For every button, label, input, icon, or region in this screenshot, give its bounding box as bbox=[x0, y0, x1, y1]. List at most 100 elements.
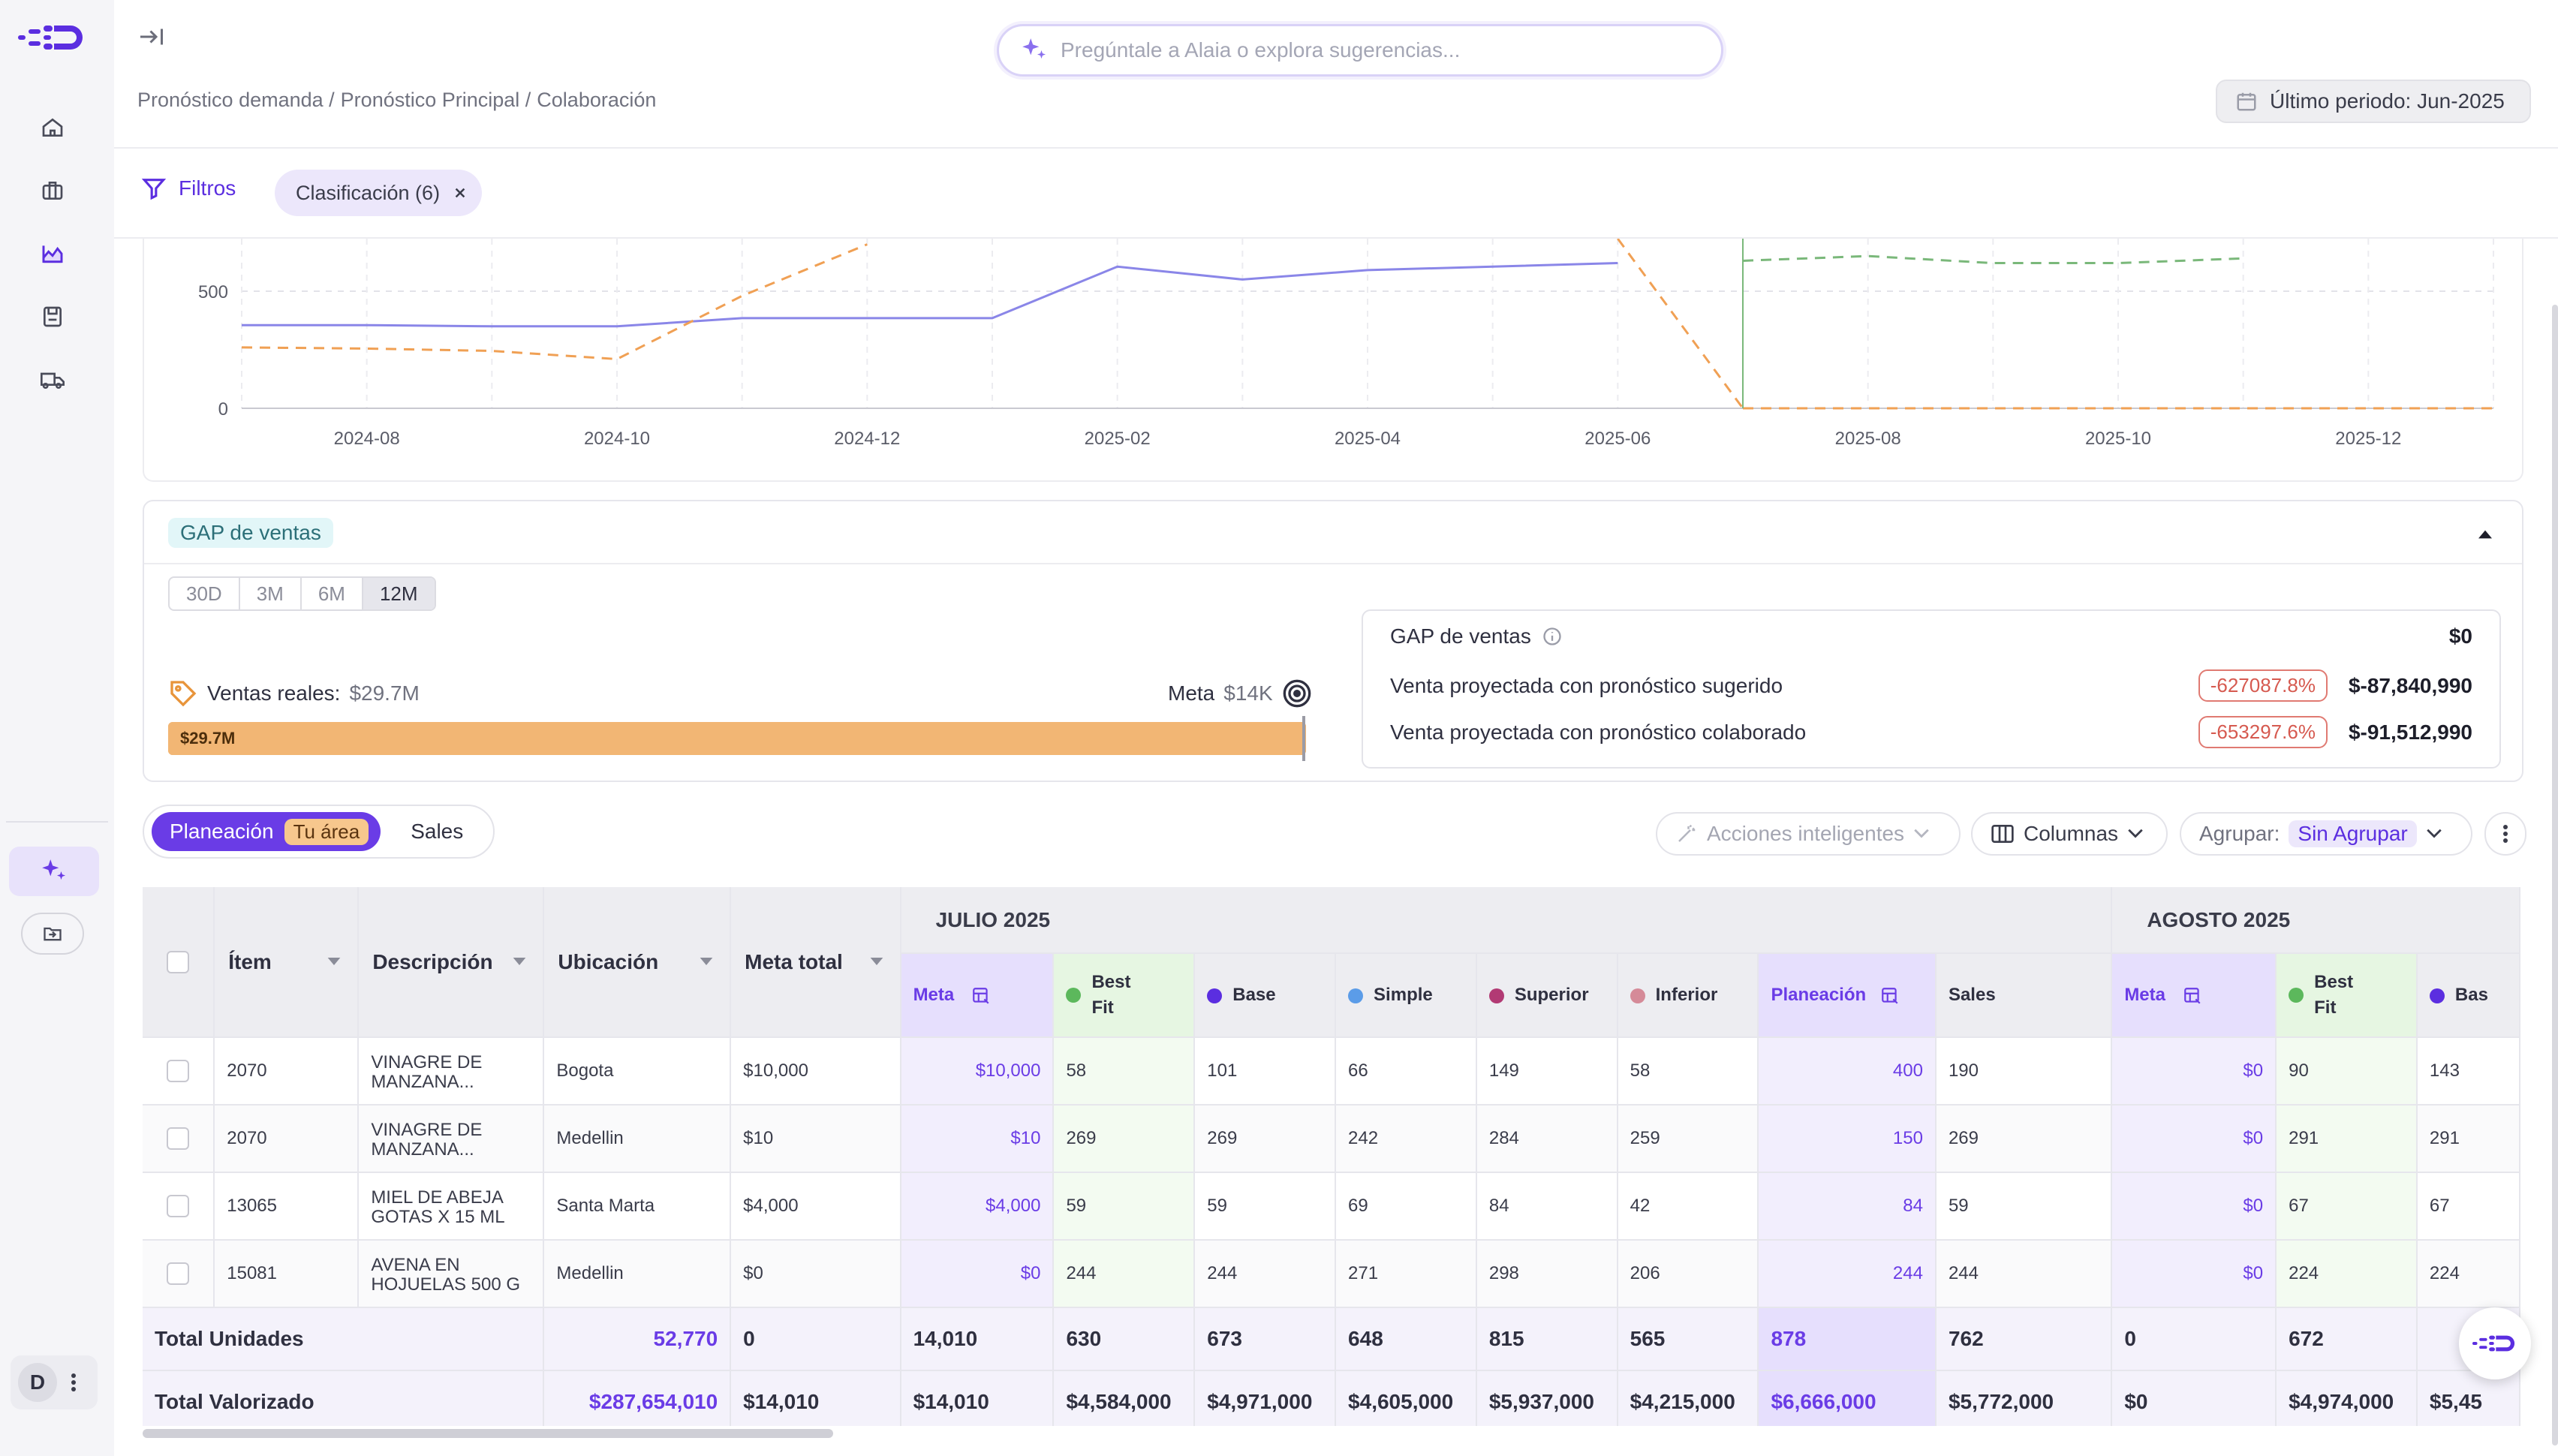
edit-table-icon[interactable] bbox=[1880, 986, 1900, 1006]
cell-item: 15081 bbox=[214, 1240, 360, 1308]
col-base-ago[interactable]: Bas bbox=[2416, 953, 2520, 1038]
cell-jul[interactable]: $0 bbox=[900, 1240, 1055, 1308]
col-meta-ago[interactable]: Meta bbox=[2111, 953, 2277, 1038]
row-checkbox[interactable] bbox=[167, 1060, 190, 1082]
cell-jul[interactable]: $10 bbox=[900, 1105, 1055, 1173]
row-select-cell bbox=[143, 1172, 215, 1241]
truck-icon[interactable] bbox=[30, 357, 75, 402]
gap-row-value: $-91,512,990 bbox=[2348, 720, 2472, 744]
ventas-reales: Ventas reales: $29.7M bbox=[168, 678, 420, 708]
gap-panel-header[interactable]: GAP de ventas bbox=[144, 501, 2522, 564]
col-inferior-jul[interactable]: Inferior bbox=[1617, 953, 1759, 1038]
col-planeacion-jul[interactable]: Planeación bbox=[1758, 953, 1937, 1038]
cell-ago[interactable]: $0 bbox=[2111, 1037, 2277, 1106]
sparkle-icon[interactable] bbox=[9, 847, 99, 896]
cell-jul[interactable]: 244 bbox=[1758, 1240, 1937, 1308]
col-superior-jul[interactable]: Superior bbox=[1476, 953, 1618, 1038]
info-icon[interactable] bbox=[1542, 626, 1563, 647]
edit-table-icon[interactable] bbox=[971, 986, 991, 1006]
search-input[interactable] bbox=[1061, 38, 1676, 62]
col-sales-jul[interactable]: Sales bbox=[1935, 953, 2113, 1038]
filters-button[interactable]: Filtros bbox=[141, 176, 236, 201]
range-6m[interactable]: 6M bbox=[302, 578, 363, 609]
edit-table-icon[interactable] bbox=[2183, 986, 2202, 1006]
folder-import-icon[interactable] bbox=[21, 913, 84, 955]
close-icon[interactable] bbox=[453, 186, 467, 200]
y-tick-label: 0 bbox=[218, 399, 228, 420]
cell-jul[interactable]: $4,000 bbox=[900, 1172, 1055, 1241]
chart-area-icon[interactable] bbox=[30, 231, 75, 276]
more-options-button[interactable] bbox=[2484, 812, 2526, 856]
search-bar[interactable] bbox=[997, 24, 1723, 77]
total-jul: 630 bbox=[1053, 1307, 1196, 1371]
cell-jul[interactable]: $10,000 bbox=[900, 1037, 1055, 1106]
gap-title-label: GAP de ventas bbox=[1390, 624, 1531, 648]
gap-row-label: Venta proyectada con pronóstico sugerido bbox=[1390, 673, 1783, 697]
col-meta-total-label: Meta total bbox=[745, 949, 843, 973]
group-by-select[interactable]: Agrupar: Sin Agrupar bbox=[2180, 812, 2472, 856]
total-ago: $0 bbox=[2111, 1370, 2277, 1426]
col-descripcion[interactable]: Descripción bbox=[358, 887, 545, 1038]
cell-descripcion: MIEL DE ABEJA GOTAS X 15 ML bbox=[358, 1172, 545, 1241]
col-bestfit-jul[interactable]: Best Fit bbox=[1053, 953, 1196, 1038]
table-row[interactable]: 15081 AVENA EN HOJUELAS 500 G Medellin $0 $0… bbox=[143, 1240, 2520, 1308]
breadcrumb-item[interactable]: Pronóstico Principal / bbox=[340, 89, 531, 111]
period-label: Último periodo: Jun-2025 bbox=[2270, 89, 2505, 113]
assistant-logo-icon bbox=[2472, 1335, 2515, 1352]
collapse-sidebar-icon[interactable] bbox=[138, 26, 165, 48]
gap-row-percent: -653297.6% bbox=[2198, 716, 2328, 748]
caret-up-icon[interactable] bbox=[2478, 530, 2492, 539]
row-checkbox[interactable] bbox=[167, 1195, 190, 1217]
breadcrumb-item[interactable]: Pronóstico demanda / bbox=[137, 89, 335, 111]
col-item[interactable]: Ítem bbox=[214, 887, 360, 1038]
col-ubicacion[interactable]: Ubicación bbox=[543, 887, 732, 1038]
table-row[interactable]: 2070 VINAGRE DE MANZANA... Medellin $10 $10 2… bbox=[143, 1105, 2520, 1173]
smart-actions-button[interactable]: Acciones inteligentes bbox=[1656, 812, 1961, 856]
tab-planeacion[interactable]: Planeación Tu área bbox=[152, 812, 381, 851]
col-meta-jul[interactable]: Meta bbox=[900, 953, 1055, 1038]
filters-label: Filtros bbox=[179, 176, 236, 200]
gap-tag: GAP de ventas bbox=[168, 518, 333, 548]
cell-ago[interactable]: $0 bbox=[2111, 1105, 2277, 1173]
horizontal-scrollbar[interactable] bbox=[143, 1429, 833, 1438]
col-bestfit-ago[interactable]: Best Fit bbox=[2276, 953, 2418, 1038]
columns-button[interactable]: Columnas bbox=[1971, 812, 2168, 856]
filter-chip[interactable]: Clasificación (6) bbox=[275, 170, 483, 216]
briefcase-icon[interactable] bbox=[30, 168, 75, 213]
period-selector[interactable]: Último periodo: Jun-2025 bbox=[2216, 80, 2531, 123]
cell-ago: 224 bbox=[2276, 1240, 2418, 1308]
table-row[interactable]: 13065 MIEL DE ABEJA GOTAS X 15 ML Santa Ma… bbox=[143, 1172, 2520, 1241]
total-ago: $4,974,000 bbox=[2276, 1370, 2418, 1426]
cell-jul[interactable]: 84 bbox=[1758, 1172, 1937, 1241]
range-30d[interactable]: 30D bbox=[170, 578, 240, 609]
table-row[interactable]: 2070 VINAGRE DE MANZANA... Bogota $10,000 $1… bbox=[143, 1037, 2520, 1106]
cell-jul: 269 bbox=[1935, 1105, 2113, 1173]
cell-ago[interactable]: $0 bbox=[2111, 1240, 2277, 1308]
total-jul: $6,666,000 bbox=[1758, 1370, 1937, 1426]
range-12m[interactable]: 12M bbox=[363, 578, 435, 609]
cell-jul: 269 bbox=[1053, 1105, 1196, 1173]
col-simple-jul[interactable]: Simple bbox=[1335, 953, 1477, 1038]
logo-icon[interactable] bbox=[17, 15, 89, 60]
cell-ago[interactable]: $0 bbox=[2111, 1172, 2277, 1241]
row-checkbox[interactable] bbox=[167, 1127, 190, 1150]
user-menu[interactable]: D bbox=[11, 1355, 98, 1409]
col-base-jul[interactable]: Base bbox=[1194, 953, 1337, 1038]
range-3m[interactable]: 3M bbox=[240, 578, 302, 609]
gap-row-percent: -627087.8% bbox=[2198, 669, 2328, 702]
home-icon[interactable] bbox=[30, 105, 75, 150]
cell-jul: 269 bbox=[1194, 1105, 1337, 1173]
assistant-fab[interactable] bbox=[2459, 1307, 2531, 1379]
row-checkbox[interactable] bbox=[167, 1262, 190, 1285]
cell-descripcion: VINAGRE DE MANZANA... bbox=[358, 1105, 545, 1173]
cell-jul[interactable]: 400 bbox=[1758, 1037, 1937, 1106]
tab-sales[interactable]: Sales bbox=[411, 820, 464, 843]
total-jul: 815 bbox=[1476, 1307, 1618, 1371]
vertical-scrollbar[interactable] bbox=[2552, 305, 2558, 1445]
cell-jul[interactable]: 150 bbox=[1758, 1105, 1937, 1173]
save-icon[interactable] bbox=[30, 294, 75, 339]
col-meta-total[interactable]: Meta total bbox=[730, 887, 901, 1038]
x-tick-label: 2025-02 bbox=[1085, 429, 1151, 449]
forecast-chart-card: 500 0 2024-08 2024-10 2024-12 2025-02 2025-04 2… bbox=[143, 239, 2523, 482]
select-all-checkbox[interactable] bbox=[167, 950, 190, 973]
